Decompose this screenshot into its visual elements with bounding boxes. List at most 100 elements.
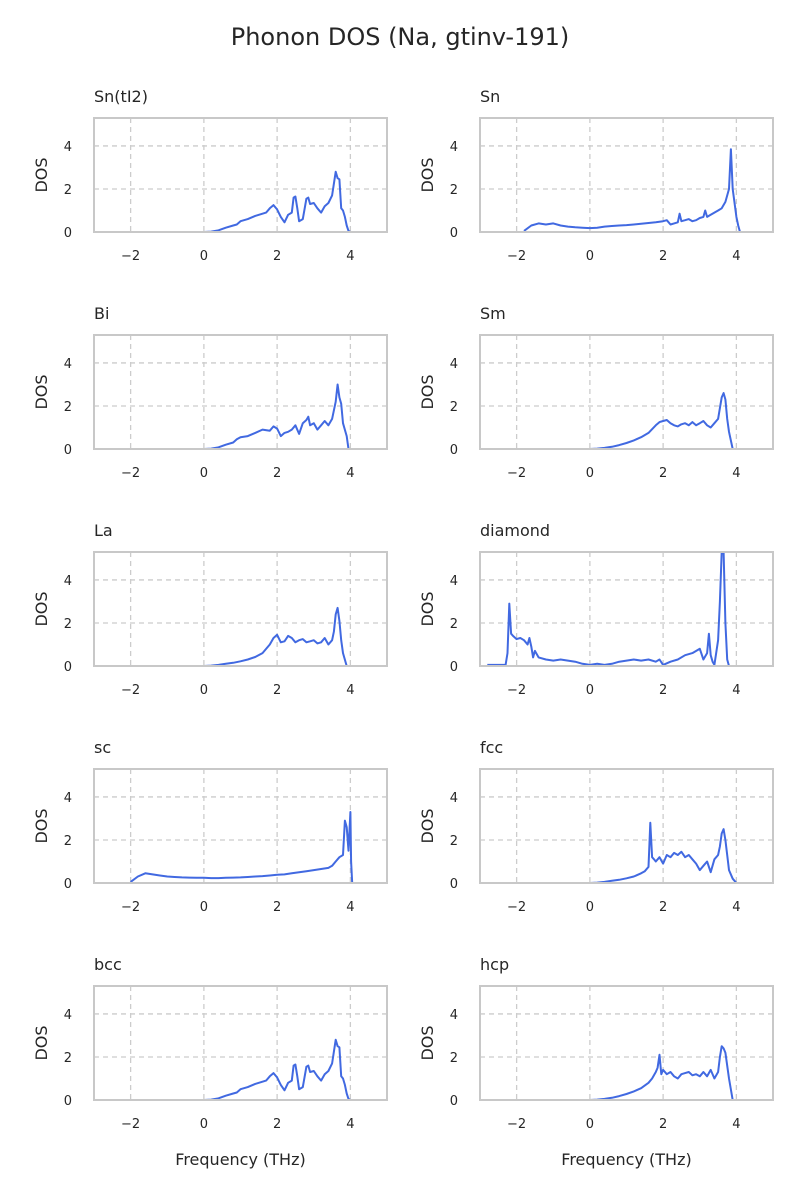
dos-line xyxy=(589,392,734,449)
y-tick-label: 0 xyxy=(64,1094,72,1109)
axes-frame xyxy=(479,768,774,884)
y-tick-label: 2 xyxy=(64,1051,72,1066)
y-tick-label: 0 xyxy=(450,1094,458,1109)
dos-line xyxy=(203,383,350,449)
dos-line xyxy=(203,1038,351,1100)
y-axis-label: DOS xyxy=(32,374,51,409)
y-axis-label: DOS xyxy=(32,1025,51,1060)
y-tick-label: 4 xyxy=(450,791,458,806)
x-tick-label: 4 xyxy=(732,466,740,481)
axes-frame xyxy=(93,985,388,1101)
x-tick-label: 4 xyxy=(732,1117,740,1132)
x-tick-label: 2 xyxy=(659,249,667,264)
y-tick-label: 2 xyxy=(64,834,72,849)
subplot-4: −2 0 2 4 0 2 4 Sm DOS xyxy=(418,304,774,481)
dos-line xyxy=(203,170,351,232)
x-tick-label: 0 xyxy=(200,1117,208,1132)
y-tick-label: 0 xyxy=(450,877,458,892)
y-tick-label: 0 xyxy=(64,877,72,892)
y-tick-label: 4 xyxy=(450,1008,458,1023)
y-axis-label: DOS xyxy=(32,808,51,843)
x-tick-label: −2 xyxy=(507,683,526,698)
subplot-title: Sn(tI2) xyxy=(94,87,148,106)
x-tick-label: −2 xyxy=(121,249,140,264)
y-tick-label: 4 xyxy=(64,791,72,806)
axes-frame xyxy=(479,985,774,1101)
x-tick-label: 2 xyxy=(659,1117,667,1132)
y-axis-label: DOS xyxy=(418,157,437,192)
y-axis-label: DOS xyxy=(32,591,51,626)
subplot-title: La xyxy=(94,521,113,540)
y-tick-label: 2 xyxy=(450,617,458,632)
x-tick-label: −2 xyxy=(121,683,140,698)
y-tick-label: 0 xyxy=(450,660,458,675)
y-tick-label: 4 xyxy=(450,357,458,372)
y-tick-label: 2 xyxy=(450,1051,458,1066)
subplot-grid: −2 0 2 4 0 2 4 Sn(tI2) DOS −2 0 2 4 0 2 4 Sn DOS −2 0 2 4 0 2 4 B… xyxy=(32,87,774,1169)
y-tick-label: 4 xyxy=(64,1008,72,1023)
x-tick-label: 0 xyxy=(586,683,594,698)
y-axis-label: DOS xyxy=(418,374,437,409)
x-tick-label: 2 xyxy=(273,249,281,264)
y-tick-label: 0 xyxy=(450,226,458,241)
dos-line xyxy=(523,148,741,232)
y-tick-label: 4 xyxy=(64,357,72,372)
y-tick-label: 0 xyxy=(450,443,458,458)
subplot-title: Sn xyxy=(480,87,500,106)
x-tick-label: −2 xyxy=(507,249,526,264)
x-axis-label: Frequency (THz) xyxy=(561,1150,691,1169)
y-tick-label: 4 xyxy=(64,140,72,155)
x-tick-label: 4 xyxy=(732,683,740,698)
y-tick-label: 0 xyxy=(64,226,72,241)
x-tick-label: 0 xyxy=(586,249,594,264)
y-tick-label: 2 xyxy=(450,400,458,415)
x-tick-label: 4 xyxy=(346,683,354,698)
axes-frame xyxy=(93,768,388,884)
subplot-3: −2 0 2 4 0 2 4 Bi DOS xyxy=(32,304,388,481)
axes-frame xyxy=(479,551,774,667)
axes-frame xyxy=(479,117,774,233)
subplot-title: hcp xyxy=(480,955,509,974)
y-tick-label: 4 xyxy=(450,140,458,155)
subplot-6: −2 0 2 4 0 2 4 diamond DOS xyxy=(418,521,774,698)
x-tick-label: −2 xyxy=(121,1117,140,1132)
y-axis-label: DOS xyxy=(418,808,437,843)
x-tick-label: 2 xyxy=(659,900,667,915)
subplot-title: fcc xyxy=(480,738,503,757)
x-tick-label: 0 xyxy=(586,1117,594,1132)
subplot-title: Sm xyxy=(480,304,506,323)
y-axis-label: DOS xyxy=(418,1025,437,1060)
y-tick-label: 2 xyxy=(450,834,458,849)
x-tick-label: 4 xyxy=(346,1117,354,1132)
subplot-9: −2 0 2 4 0 2 4 bcc DOS Frequency (THz) xyxy=(32,955,388,1169)
dos-line xyxy=(487,552,748,666)
subplot-1: −2 0 2 4 0 2 4 Sn(tI2) DOS xyxy=(32,87,388,264)
dos-line xyxy=(130,811,354,883)
x-tick-label: −2 xyxy=(507,900,526,915)
y-axis-label: DOS xyxy=(32,157,51,192)
x-tick-label: 0 xyxy=(200,900,208,915)
subplot-10: −2 0 2 4 0 2 4 hcp DOS Frequency (THz) xyxy=(418,955,774,1169)
figure-title: Phonon DOS (Na, gtinv-191) xyxy=(231,23,570,51)
dos-line xyxy=(589,821,738,883)
subplot-title: sc xyxy=(94,738,111,757)
x-tick-label: 2 xyxy=(273,683,281,698)
y-tick-label: 2 xyxy=(450,183,458,198)
x-tick-label: −2 xyxy=(121,900,140,915)
subplot-2: −2 0 2 4 0 2 4 Sn DOS xyxy=(418,87,774,264)
subplot-title: diamond xyxy=(480,521,550,540)
dos-line xyxy=(200,606,348,666)
x-tick-label: 2 xyxy=(273,900,281,915)
axes-frame xyxy=(479,334,774,450)
x-tick-label: −2 xyxy=(121,466,140,481)
subplot-8: −2 0 2 4 0 2 4 fcc DOS xyxy=(418,738,774,915)
x-axis-label: Frequency (THz) xyxy=(175,1150,305,1169)
x-tick-label: 4 xyxy=(732,900,740,915)
y-axis-label: DOS xyxy=(418,591,437,626)
dos-line xyxy=(589,1045,734,1100)
axes-frame xyxy=(93,117,388,233)
y-tick-label: 2 xyxy=(64,400,72,415)
x-tick-label: 0 xyxy=(586,900,594,915)
x-tick-label: 0 xyxy=(200,249,208,264)
